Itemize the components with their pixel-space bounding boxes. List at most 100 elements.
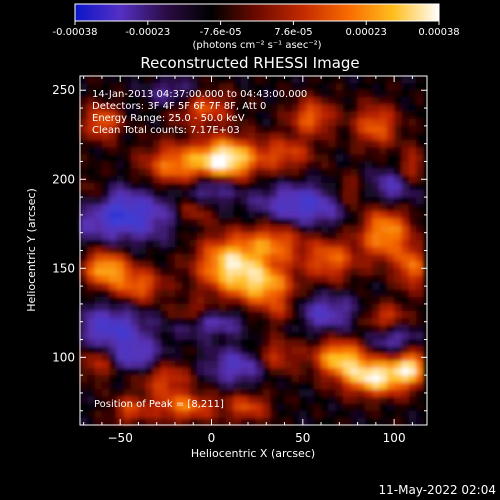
heatmap-cell [277, 246, 286, 255]
heatmap-cell [94, 76, 103, 84]
heatmap-cell [379, 261, 388, 269]
heatmap-cell [174, 168, 183, 177]
heatmap-cell [189, 396, 198, 405]
heatmap-cell [87, 168, 96, 177]
heatmap-cell [335, 332, 344, 341]
heatmap-cell [321, 225, 329, 234]
heatmap-cell [218, 118, 227, 127]
heatmap-cell [313, 311, 322, 319]
heatmap-cell [328, 254, 337, 262]
heatmap-cell [167, 268, 176, 277]
heatmap-cell [248, 375, 256, 383]
heatmap-cell [394, 261, 403, 269]
colorbar-tick-label: -0.00038 [53, 27, 98, 38]
x-axis: −50 0 50 100 [83, 76, 413, 445]
heatmap-cell [342, 282, 351, 291]
heatmap-cell [372, 303, 381, 312]
heatmap-cell [269, 339, 278, 348]
heatmap-cell [145, 268, 154, 277]
heatmap-cell [364, 232, 373, 241]
heatmap-cell [145, 282, 154, 291]
heatmap-cell [101, 232, 110, 241]
heatmap-cell [131, 111, 140, 120]
heatmap-cell [80, 104, 88, 113]
heatmap-cell [321, 140, 329, 148]
heatmap-cell [189, 118, 198, 127]
heatmap-cell [299, 239, 308, 248]
heatmap-cell [291, 225, 300, 234]
heatmap-cell [87, 282, 96, 291]
heatmap-cell [116, 175, 125, 184]
heatmap-cell [138, 346, 147, 355]
heatmap-cell [211, 140, 220, 148]
heatmap-cell [160, 175, 169, 184]
heatmap-cell [94, 289, 103, 298]
heatmap-cell [416, 132, 424, 141]
heatmap-cell [342, 140, 351, 148]
heatmap-cell [109, 360, 118, 369]
heatmap-cell [306, 346, 315, 355]
heatmap-cell [101, 368, 110, 376]
heatmap-cell [284, 204, 293, 212]
heatmap-cell [299, 389, 308, 398]
heatmap-cell [291, 318, 300, 326]
heatmap-cell [160, 189, 169, 198]
heatmap-cell [138, 254, 147, 262]
heatmap-cell [233, 232, 242, 241]
heatmap-cell [240, 125, 249, 134]
heatmap-cell [218, 360, 227, 369]
heatmap-cell [313, 239, 322, 248]
heatmap-cell [204, 332, 213, 341]
heatmap-cell [167, 311, 176, 319]
heatmap-cell [116, 325, 125, 334]
heatmap-cell [204, 147, 213, 155]
heatmap-cell [401, 118, 410, 127]
heatmap-cell [416, 261, 424, 269]
heatmap-cell [87, 218, 96, 227]
heatmap-cell [335, 296, 344, 305]
heatmap-cell [299, 175, 308, 184]
heatmap-cell [153, 268, 161, 277]
heatmap-cell [131, 417, 140, 426]
heatmap-cell [277, 389, 286, 398]
heatmap-cell [335, 339, 344, 348]
heatmap-cell [372, 396, 381, 405]
heatmap-cell [167, 396, 176, 405]
heatmap-cell [160, 382, 169, 390]
heatmap-cell [94, 104, 103, 113]
heatmap-cell [138, 339, 147, 348]
heatmap-cell [94, 261, 103, 269]
heatmap-cell [131, 204, 140, 212]
heatmap-cell [379, 239, 388, 248]
heatmap-cell [364, 104, 373, 113]
heatmap-cell [350, 261, 359, 269]
heatmap-cell [204, 182, 213, 191]
heatmap-cell [160, 282, 169, 291]
heatmap-cell [291, 204, 300, 212]
heatmap-cell [226, 104, 235, 113]
heatmap-cell [167, 218, 176, 227]
heatmap-cell [299, 353, 308, 362]
heatmap-cell [386, 104, 395, 113]
heatmap-cell [416, 368, 424, 376]
heatmap-cell [291, 325, 300, 334]
heatmap-cell [364, 147, 373, 155]
heatmap-cell [116, 339, 125, 348]
heatmap-cell [248, 339, 256, 348]
heatmap-cell [291, 382, 300, 390]
heatmap-cell [196, 303, 205, 312]
heatmap-cell [116, 360, 125, 369]
heatmap-cell [204, 275, 213, 284]
heatmap-cell [321, 311, 329, 319]
heatmap-cell [116, 111, 125, 120]
heatmap-cell [277, 161, 286, 170]
colorbar-tick-label: 0.00023 [346, 27, 387, 38]
heatmap-cell [386, 368, 395, 376]
heatmap-cell [160, 154, 169, 163]
heatmap-cell [116, 147, 125, 155]
heatmap-cell [401, 168, 410, 177]
heatmap-cell [174, 268, 183, 277]
heatmap-cell [394, 403, 403, 412]
heatmap-cell [372, 239, 381, 248]
heatmap-cell [364, 83, 373, 91]
